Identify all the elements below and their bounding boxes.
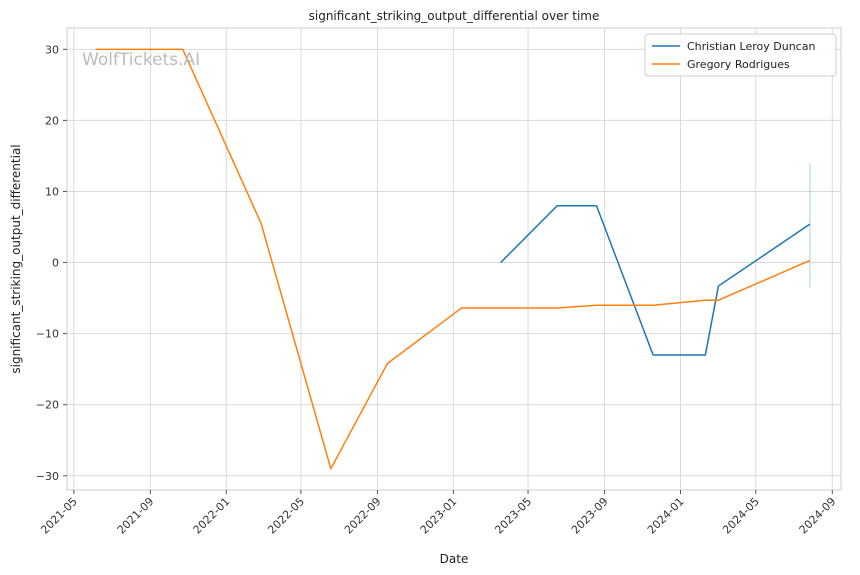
legend-label-gregory-rodrigues: Gregory Rodrigues [687, 58, 790, 71]
x-tick-label: 2021-09 [115, 495, 157, 537]
x-tick-label: 2024-09 [797, 495, 839, 537]
chart-title: significant_striking_output_differential… [309, 9, 600, 23]
x-tick-label: 2023-09 [569, 495, 611, 537]
x-tick-label: 2024-05 [720, 495, 762, 537]
legend-label-christian-leroy-duncan: Christian Leroy Duncan [687, 40, 815, 53]
series-lines [95, 48, 811, 470]
y-tick-label: 0 [52, 257, 59, 270]
x-gridlines [73, 28, 833, 490]
plot-area [66, 27, 842, 491]
legend: Christian Leroy Duncan Gregory Rodrigues [644, 33, 837, 77]
x-axis-label: Date [440, 552, 469, 566]
x-tick-label: 2022-05 [265, 495, 307, 537]
y-axis-ticks: 30 20 10 0 −10 −20 −30 [36, 43, 67, 483]
y-gridlines [67, 48, 841, 477]
legend-box [644, 33, 837, 77]
x-tick-label: 2021-05 [38, 495, 80, 537]
x-tick-label: 2023-01 [418, 495, 460, 537]
series-line-gregory-rodrigues [95, 48, 811, 470]
x-tick-label: 2022-09 [342, 495, 384, 537]
x-tick-label: 2022-01 [191, 495, 233, 537]
error-bands [808, 163, 811, 288]
y-tick-label: 30 [45, 43, 59, 56]
x-tick-label: 2024-01 [645, 495, 687, 537]
x-tick-label: 2023-05 [492, 495, 534, 537]
series-line-christian-leroy-duncan [500, 204, 811, 356]
y-tick-label: 10 [45, 185, 59, 198]
y-tick-label: −20 [36, 399, 59, 412]
watermark: WolfTickets.AI [82, 50, 200, 70]
y-tick-label: −10 [36, 328, 59, 341]
y-tick-label: −30 [36, 470, 59, 483]
y-tick-label: 20 [45, 114, 59, 127]
y-axis-label: significant_striking_output_differential [9, 144, 23, 373]
error-band [808, 163, 811, 288]
x-axis-ticks: 2021-05 2021-09 2022-01 2022-05 2022-09 2023-… [38, 490, 838, 537]
